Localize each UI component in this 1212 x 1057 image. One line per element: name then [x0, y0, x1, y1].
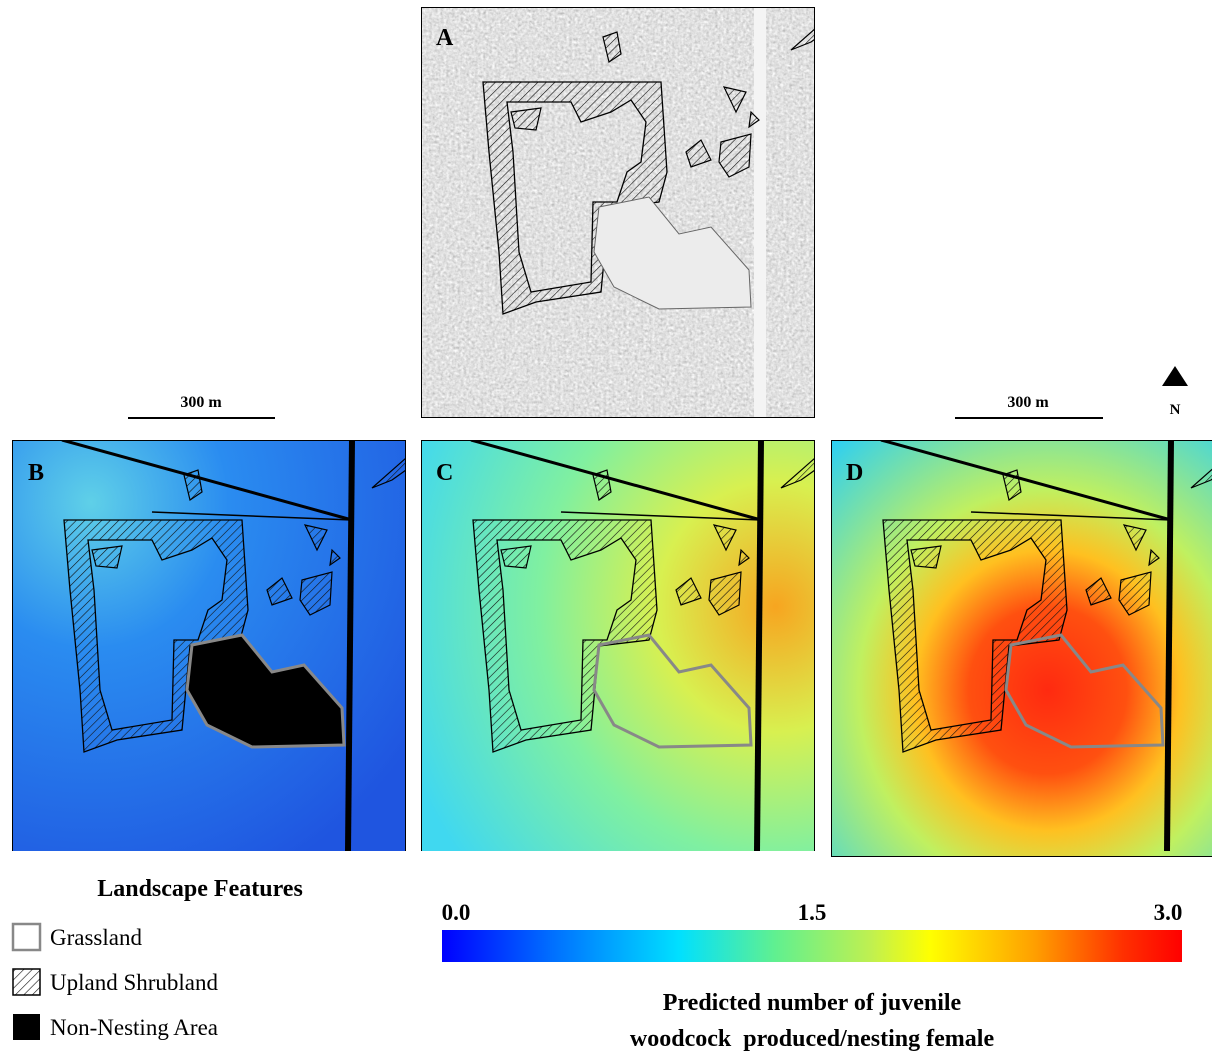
panel-c: [421, 440, 815, 857]
colorbar-title: Predicted number of juvenile: [663, 990, 962, 1016]
legend-label: Grassland: [50, 925, 142, 950]
legend-label: Upland Shrubland: [50, 970, 219, 995]
panel-a: [421, 7, 825, 418]
legend-title: Landscape Features: [97, 876, 303, 902]
legend-swatch: [13, 1014, 40, 1040]
figure: A B C D 300 m 300 m N Landscape Features…: [0, 0, 1212, 1057]
legend-label: Non-Nesting Area: [50, 1015, 218, 1040]
north-arrow: [1162, 366, 1188, 386]
panel-label: B: [28, 460, 44, 486]
colorbar-tick-label: 3.0: [1154, 900, 1183, 925]
colorbar-tick-label: 0.0: [442, 900, 471, 925]
colorbar-tick-label: 1.5: [798, 900, 827, 925]
panel-label: D: [846, 460, 863, 486]
scale-label: 300 m: [180, 394, 222, 411]
colorbar-title: woodcock produced/nesting female: [630, 1026, 995, 1052]
panel-d: [831, 440, 1212, 857]
colorbar: [442, 930, 1182, 962]
legend-swatch: [13, 924, 40, 950]
legend-swatch: [13, 969, 40, 995]
panel-label: A: [436, 25, 454, 51]
north-label: N: [1170, 402, 1181, 418]
panel-label: C: [436, 460, 453, 486]
panel-b: [12, 440, 406, 857]
scale-label: 300 m: [1007, 394, 1049, 411]
